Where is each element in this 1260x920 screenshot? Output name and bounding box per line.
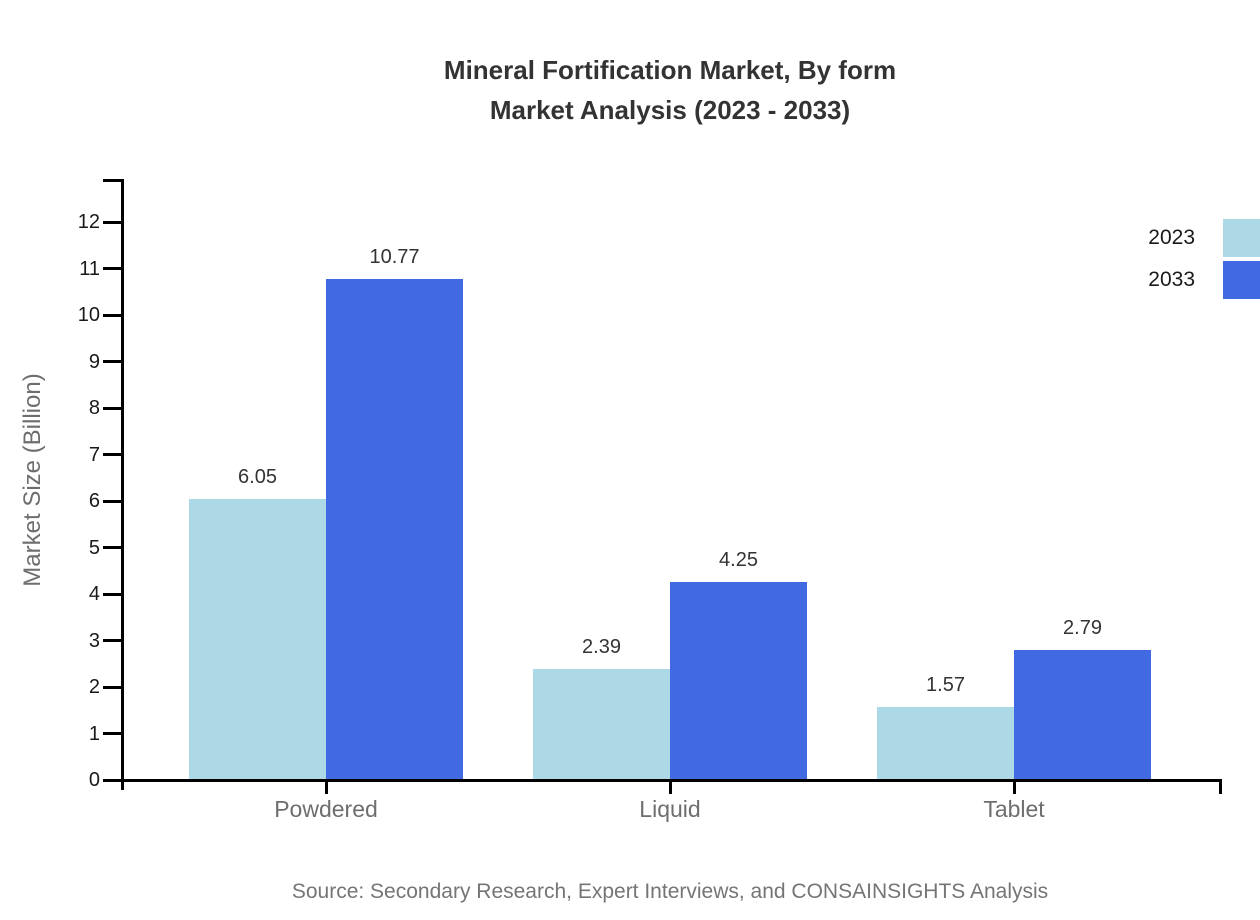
y-axis-line (121, 179, 124, 790)
y-tick (103, 453, 121, 456)
y-tick-label: 4 (88, 583, 100, 605)
bar-2023-powdered (189, 498, 326, 780)
chart-title-line1: Mineral Fortification Market, By form (443, 55, 897, 85)
bar-value-label: 4.25 (719, 549, 758, 572)
y-tick (103, 499, 121, 503)
chart-title: Mineral Fortification Market, By form Ma… (80, 50, 1260, 130)
y-tick (103, 220, 121, 224)
y-tick-label: 12 (77, 211, 100, 233)
x-tick (324, 781, 328, 794)
x-tick (1012, 781, 1016, 794)
bar-value-label: 6.05 (238, 465, 277, 488)
bar-value-label: 2.39 (582, 635, 621, 658)
y-tick (103, 267, 121, 270)
legend: 2023 2033 (1148, 219, 1260, 303)
y-tick-label: 7 (88, 443, 100, 466)
y-tick-label: 2 (88, 676, 100, 698)
x-axis-label-powdered: Powdered (274, 796, 378, 822)
legend-item-2023: 2023 (1148, 219, 1260, 257)
x-tick (668, 781, 672, 794)
bar-value-label: 10.77 (369, 246, 420, 269)
y-tick-label: 1 (88, 722, 100, 745)
bar-value-label: 1.57 (926, 673, 965, 696)
x-axis-end-cap (1219, 781, 1222, 794)
y-tick (103, 406, 121, 410)
legend-swatch-2023 (1223, 219, 1260, 257)
x-axis-label-liquid: Liquid (639, 796, 701, 822)
y-tick-label: 3 (88, 629, 100, 652)
chart-title-line2: Market Analysis (2023 - 2033) (489, 95, 851, 125)
y-tick-label: 10 (77, 304, 100, 326)
y-tick (103, 592, 121, 596)
y-tick-label: 0 (88, 769, 100, 791)
source-note: Source: Secondary Research, Expert Inter… (291, 880, 1049, 903)
legend-label: 2033 (1148, 268, 1195, 291)
y-tick (103, 732, 121, 735)
y-tick-label: 8 (88, 397, 100, 419)
legend-item-2033: 2033 (1148, 261, 1260, 299)
x-axis-label-tablet: Tablet (983, 796, 1045, 822)
y-tick (103, 546, 121, 549)
legend-label: 2023 (1148, 226, 1195, 249)
y-tick (103, 639, 121, 642)
x-axis-line (103, 778, 1222, 782)
bar-2023-tablet (877, 706, 1014, 780)
bar-2033-powdered (326, 279, 463, 780)
y-tick (103, 360, 121, 363)
bar-2033-tablet (1014, 650, 1151, 780)
bar-value-label: 2.79 (1063, 617, 1102, 640)
bar-2023-liquid (533, 668, 670, 780)
y-tick-label: 9 (88, 350, 100, 373)
y-axis-end-cap (103, 179, 121, 182)
y-tick-label: 11 (79, 257, 100, 280)
y-tick (103, 313, 121, 317)
y-tick-label: 6 (88, 490, 100, 512)
y-tick-label: 5 (88, 536, 100, 559)
legend-swatch-2033 (1223, 261, 1260, 299)
y-tick (103, 685, 121, 689)
bar-2033-liquid (670, 582, 807, 780)
